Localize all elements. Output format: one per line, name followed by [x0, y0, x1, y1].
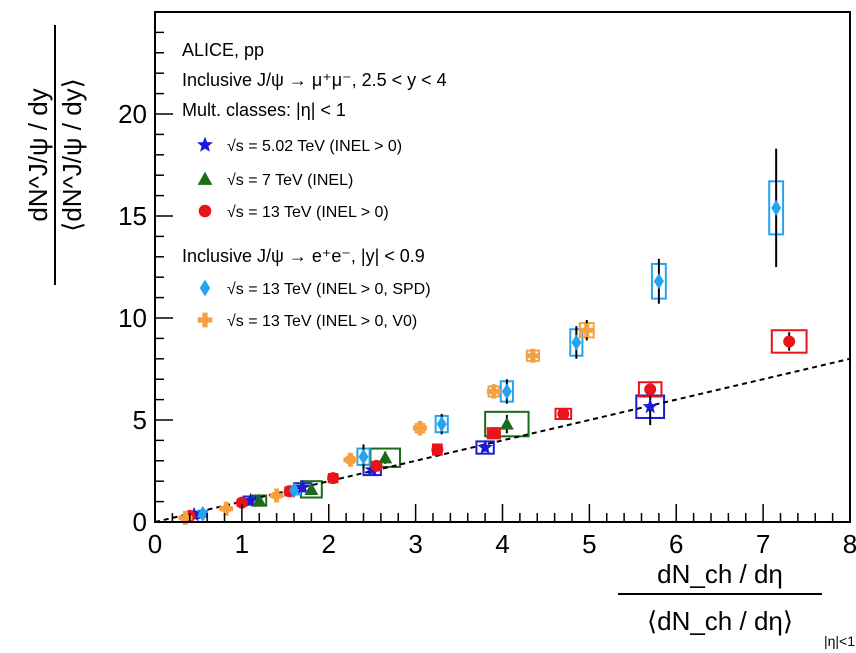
legend: √s = 5.02 TeV (INEL > 0) √s = 7 TeV (INEL… — [197, 136, 431, 330]
data-point-triangle — [499, 417, 514, 430]
data-point-star — [642, 398, 658, 414]
data-point-cross — [219, 501, 234, 516]
data-point-triangle — [252, 493, 267, 507]
data-point-circle — [370, 459, 383, 472]
data-point-diamond — [197, 505, 208, 522]
data-markers — [178, 199, 796, 525]
data-point-cross — [269, 488, 284, 503]
data-point-star — [197, 136, 213, 152]
annotation-mumu-channel: Inclusive J/ψ → μ⁺μ⁻, 2.5 < y < 4 — [182, 70, 447, 90]
data-point-diamond — [653, 273, 664, 290]
data-point-circle — [557, 407, 570, 420]
legend-entry-label: √s = 13 TeV (INEL > 0, SPD) — [227, 281, 431, 298]
data-point-triangle — [304, 482, 319, 495]
legend-entry-label: √s = 5.02 TeV (INEL > 0) — [227, 138, 402, 155]
systematic-box — [770, 329, 808, 354]
y-axis-label-numerator: dN^J/ψ / dy — [23, 88, 53, 221]
y-axis-label: dN^J/ψ / dy ⟨dN^J/ψ / dy⟩ — [23, 25, 87, 285]
data-point-cross — [343, 452, 358, 467]
data-point-star — [242, 492, 259, 508]
x-tick-label: 8 — [843, 529, 856, 559]
data-point-cross — [525, 348, 540, 363]
annotation-ee-channel: Inclusive J/ψ → e⁺e⁻, |y| < 0.9 — [182, 246, 425, 266]
data-point-circle — [644, 383, 657, 396]
data-point-circle — [198, 204, 212, 218]
systematic-box — [484, 410, 530, 438]
annotation-title: ALICE, pp — [182, 40, 264, 60]
x-axis-label-denominator: ⟨dN_ch / dη⟩ — [647, 606, 793, 636]
data-point-circle — [235, 496, 248, 509]
y-tick-label: 20 — [118, 99, 147, 129]
data-point-cross — [178, 510, 193, 525]
axis-ticks — [154, 11, 851, 523]
data-point-cross — [486, 384, 501, 399]
data-point-triangle — [378, 450, 393, 464]
y-tick-label: 15 — [118, 201, 147, 231]
data-point-cross — [412, 421, 427, 436]
x-tick-label: 2 — [322, 529, 336, 559]
x-tick-label: 7 — [756, 529, 770, 559]
data-point-circle — [783, 335, 796, 348]
data-point-cross — [197, 312, 213, 328]
legend-entry-label: √s = 7 TeV (INEL) — [227, 172, 353, 189]
data-point-star — [477, 439, 493, 455]
data-point-circle — [431, 443, 444, 456]
x-tick-label: 1 — [235, 529, 249, 559]
y-axis-label-denominator: ⟨dN^J/ψ / dy⟩ — [57, 78, 87, 232]
data-point-diamond — [771, 199, 782, 216]
y-tick-label: 5 — [133, 405, 147, 435]
data-point-diamond — [571, 334, 582, 351]
legend-entry-label: √s = 13 TeV (INEL > 0, V0) — [227, 313, 417, 330]
data-point-diamond — [436, 416, 447, 433]
data-point-circle — [487, 427, 500, 440]
data-point-star — [295, 479, 311, 494]
data-point-diamond — [358, 448, 369, 465]
data-point-cross — [579, 323, 594, 338]
x-tick-label: 5 — [582, 529, 596, 559]
data-point-diamond — [199, 279, 211, 297]
x-axis-label: dN_ch / dη ⟨dN_ch / dη⟩ |η|<1 — [618, 559, 855, 649]
data-point-circle — [327, 472, 340, 485]
data-point-triangle — [197, 171, 213, 185]
data-point-diamond — [289, 482, 299, 499]
legend-entry-label: √s = 13 TeV (INEL > 0) — [227, 204, 389, 221]
x-axis-label-numerator: dN_ch / dη — [657, 559, 783, 589]
annotation-mult-classes: Mult. classes: |η| < 1 — [182, 100, 346, 120]
tick-labels: 0 1 2 3 4 5 6 7 8 0 5 10 15 20 — [118, 99, 856, 559]
data-point-diamond — [501, 383, 512, 400]
x-tick-label: 0 — [148, 529, 162, 559]
x-tick-label: 3 — [408, 529, 422, 559]
x-axis-label-subscript: |η|<1 — [824, 633, 855, 649]
x-tick-label: 4 — [495, 529, 509, 559]
x-tick-label: 6 — [669, 529, 683, 559]
y-tick-label: 0 — [133, 507, 147, 537]
y-tick-label: 10 — [118, 303, 147, 333]
